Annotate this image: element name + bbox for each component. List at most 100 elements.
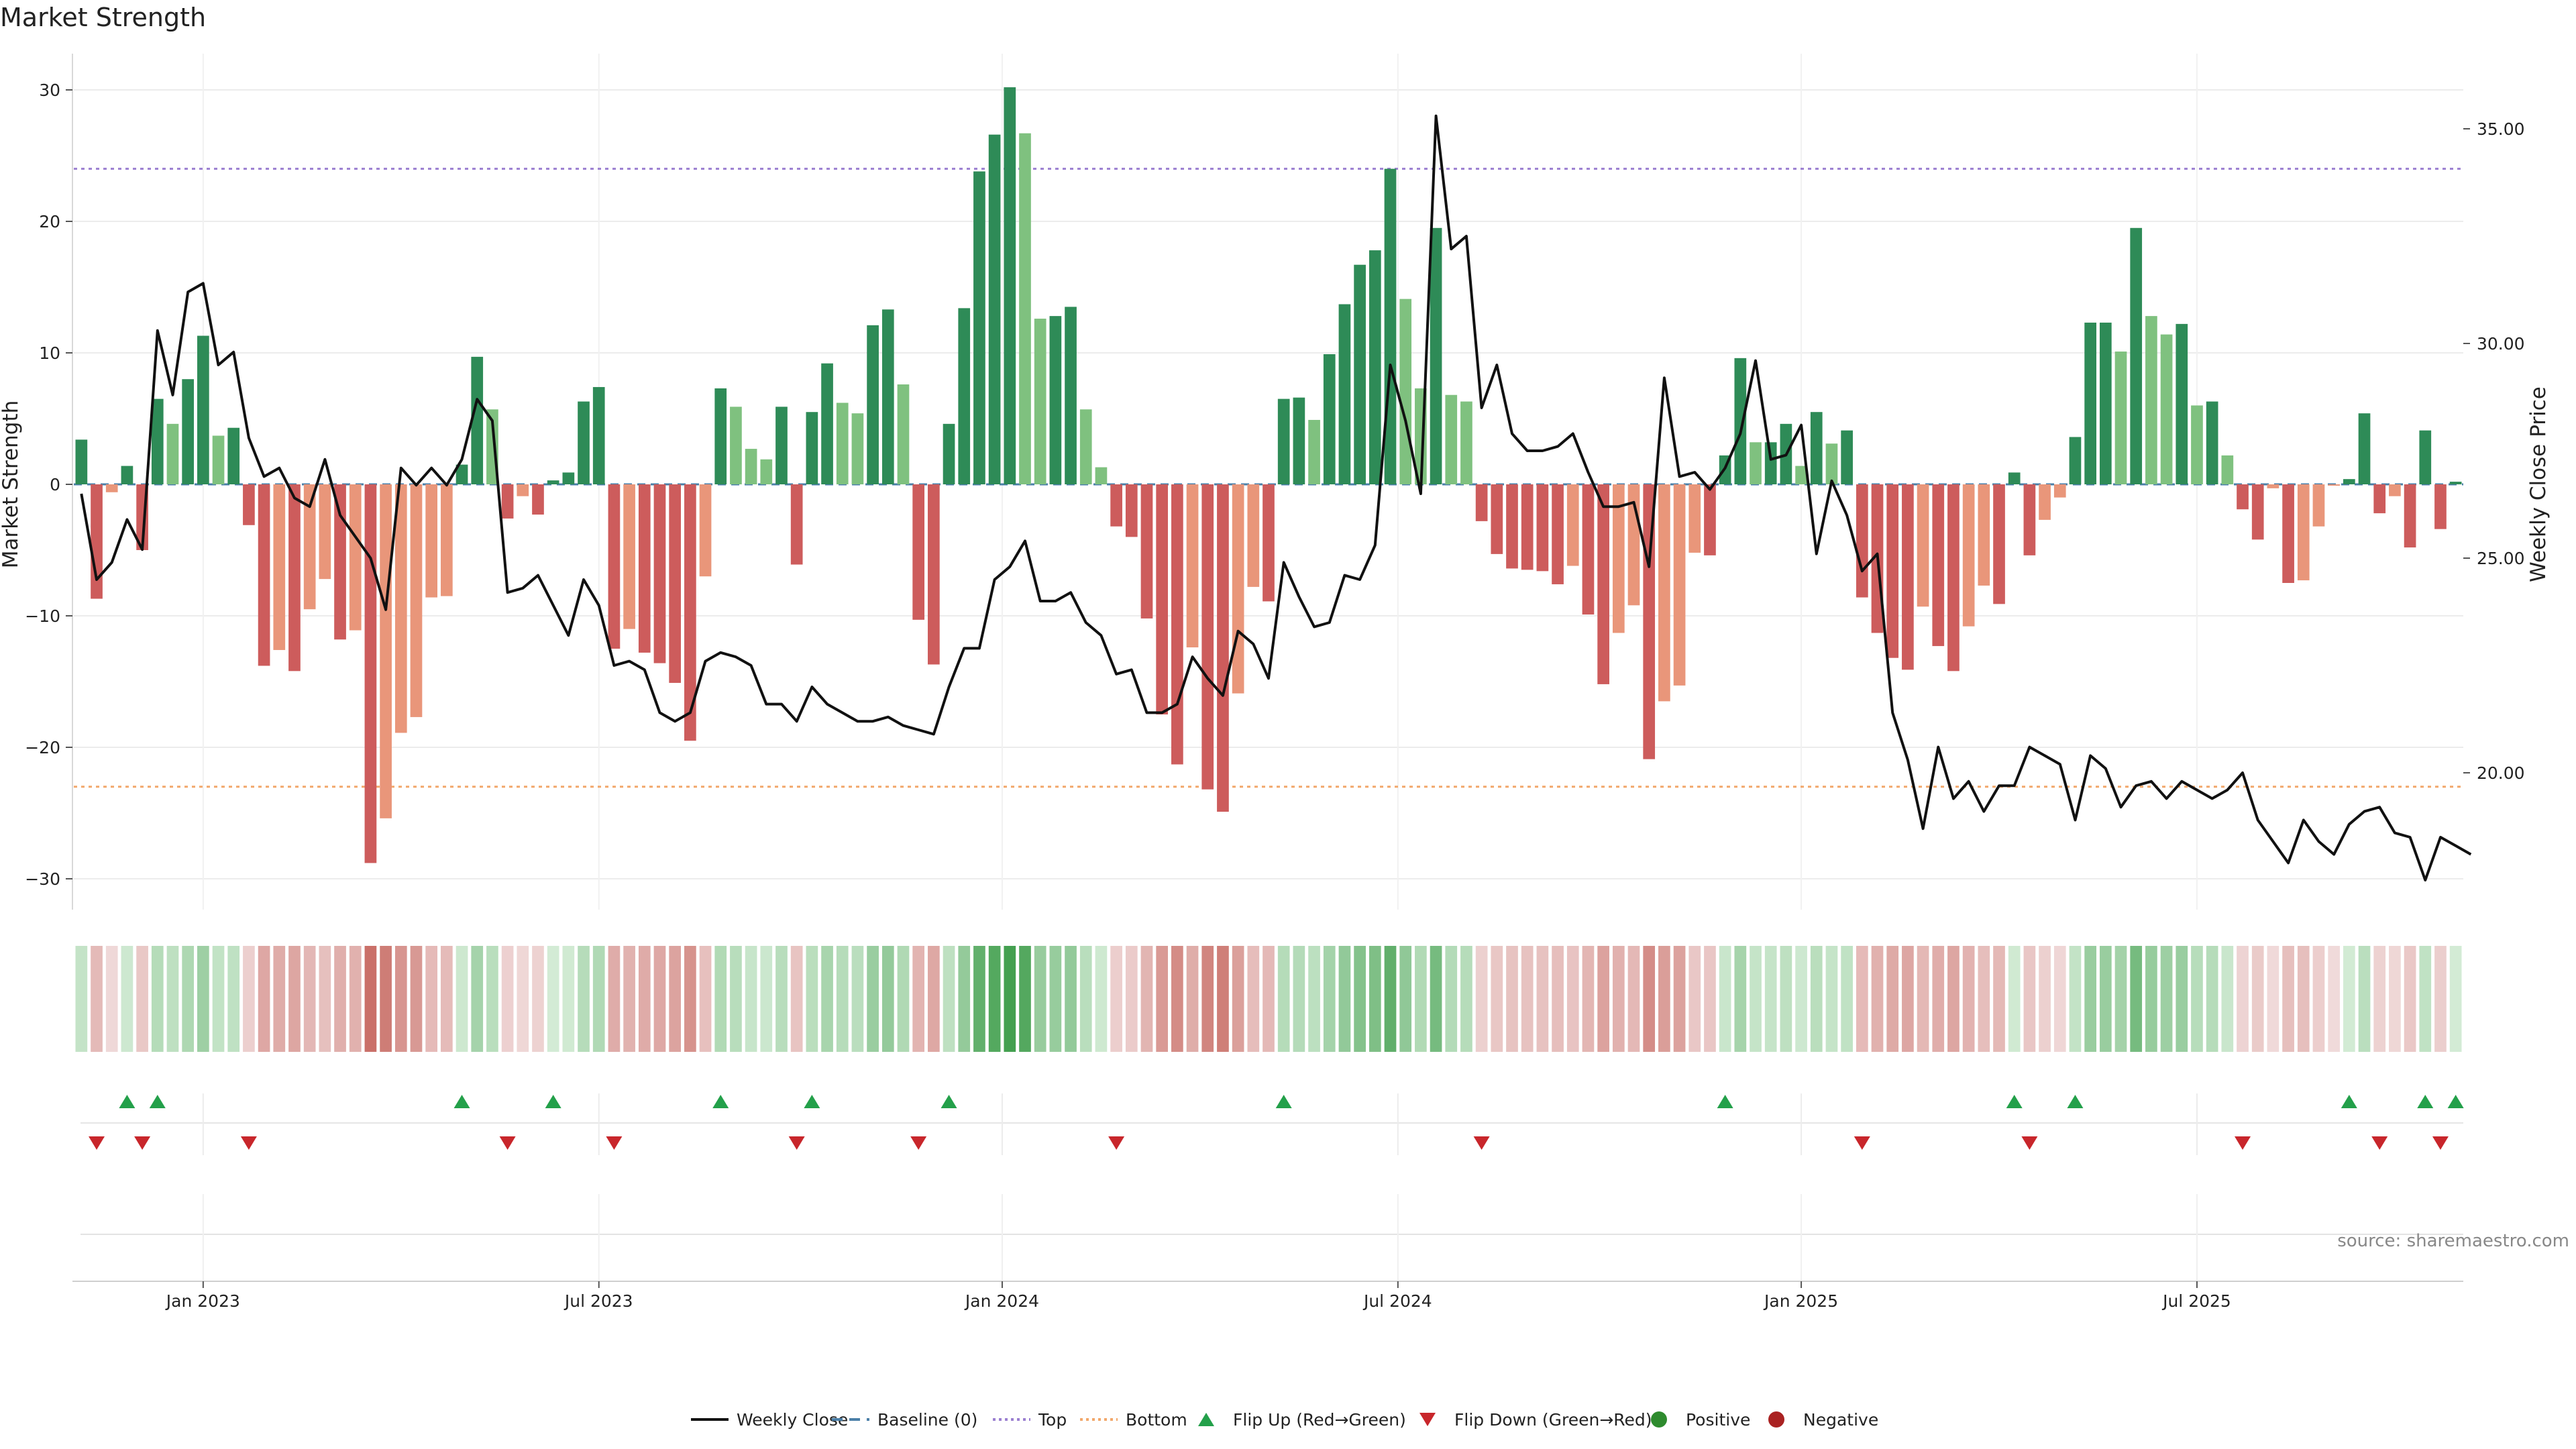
strength-bar-146 [2297, 484, 2310, 581]
strength-bar-83 [1338, 304, 1351, 484]
strength-bar-113 [1795, 466, 1807, 484]
heat-cell-33 [578, 946, 590, 1052]
heat-cell-89 [1430, 946, 1442, 1052]
strength-bar-36 [623, 484, 635, 629]
heat-cell-80 [1293, 946, 1305, 1052]
flip-down-marker-2 [240, 1136, 257, 1150]
heat-cell-74 [1201, 946, 1214, 1052]
heat-cell-6 [166, 946, 179, 1052]
strength-bar-31 [547, 480, 559, 484]
heat-cell-143 [2251, 946, 2264, 1052]
legend-label-1: Baseline (0) [877, 1410, 977, 1430]
flip-down-marker-7 [1108, 1136, 1125, 1150]
strength-bar-140 [2206, 401, 2218, 484]
heat-cell-140 [2206, 946, 2218, 1052]
heat-cell-56 [928, 946, 940, 1052]
heat-cell-104 [1658, 946, 1670, 1052]
flip-up-marker-10 [2067, 1095, 2084, 1108]
strength-bar-148 [2328, 484, 2341, 486]
heat-cell-51 [851, 946, 864, 1052]
heat-cell-110 [1750, 946, 1762, 1052]
heat-cell-37 [638, 946, 651, 1052]
strength-bar-89 [1430, 227, 1442, 484]
strength-bar-16 [319, 484, 331, 580]
flip-markers-panel [80, 1093, 2464, 1155]
heat-cell-68 [1110, 946, 1122, 1052]
heat-cell-135 [2130, 946, 2143, 1052]
legend-item-0: Weekly Close [691, 1410, 848, 1430]
legend-item-7: Negative [1768, 1410, 1878, 1430]
flip-down-marker-10 [2021, 1136, 2038, 1150]
heat-cell-136 [2145, 946, 2157, 1052]
strength-bar-19 [364, 484, 377, 863]
flip-up-marker-6 [941, 1095, 957, 1108]
strength-bar-59 [973, 171, 985, 484]
strength-bar-28 [501, 484, 514, 519]
strength-bar-135 [2130, 227, 2143, 484]
flip-up-marker-5 [804, 1095, 820, 1108]
heat-cell-112 [1780, 946, 1792, 1052]
heat-cell-129 [2039, 946, 2051, 1052]
strength-bar-76 [1232, 484, 1244, 694]
strength-bar-62 [1019, 133, 1031, 484]
strength-bar-86 [1384, 168, 1397, 484]
heat-cell-85 [1368, 946, 1381, 1052]
heat-cell-67 [1095, 946, 1108, 1052]
strength-bar-98 [1566, 484, 1579, 566]
strength-bar-155 [2434, 484, 2447, 529]
flip-up-marker-13 [2447, 1095, 2464, 1108]
legend: Weekly Close Baseline (0) Top Bottom Flip Up… [691, 1410, 1878, 1430]
heat-cell-21 [394, 946, 407, 1052]
heat-cell-98 [1566, 946, 1579, 1052]
strength-bar-26 [471, 356, 484, 484]
strength-bar-29 [517, 484, 529, 496]
heat-cell-150 [2358, 946, 2371, 1052]
strength-bar-38 [653, 484, 666, 663]
heat-cell-120 [1902, 946, 1914, 1052]
heat-cell-11 [243, 946, 255, 1052]
strength-bar-138 [2176, 323, 2188, 484]
strength-bar-57 [943, 423, 955, 484]
heat-cell-53 [881, 946, 894, 1052]
heat-cell-18 [349, 946, 362, 1052]
strength-bar-9 [212, 435, 225, 484]
strength-bar-24 [441, 484, 453, 596]
flip-up-marker-7 [1275, 1095, 1292, 1108]
heat-cell-146 [2297, 946, 2310, 1052]
strength-bar-91 [1460, 401, 1472, 484]
strength-bar-120 [1902, 484, 1914, 670]
strength-bar-152 [2389, 484, 2401, 496]
strength-bar-142 [2237, 484, 2249, 510]
heat-cell-34 [592, 946, 605, 1052]
lower-panel [80, 1194, 2463, 1281]
heat-cell-23 [425, 946, 438, 1052]
heat-cell-117 [1856, 946, 1868, 1052]
strength-bar-10 [227, 427, 240, 484]
heat-cell-69 [1125, 946, 1138, 1052]
strength-bar-131 [2069, 437, 2082, 484]
x-axis: Jan 2023 Jul 2023 Jan 2024 Jul 2024 Jan 2025… [72, 1281, 2463, 1311]
heat-cell-0 [75, 946, 88, 1052]
legend-label-4: Flip Up (Red→Green) [1233, 1410, 1406, 1430]
legend-swatch-7 [1768, 1411, 1784, 1428]
strength-bar-44 [745, 449, 757, 484]
heat-cell-45 [760, 946, 773, 1052]
heat-cell-12 [258, 946, 270, 1052]
heat-cell-124 [1962, 946, 1975, 1052]
strength-bar-41 [699, 484, 712, 577]
strength-bar-32 [562, 472, 575, 484]
strength-bar-51 [851, 413, 864, 484]
flip-up-marker-8 [1717, 1095, 1733, 1108]
strength-bar-47 [790, 484, 803, 565]
strength-bar-106 [1688, 484, 1701, 553]
heat-cell-138 [2176, 946, 2188, 1052]
heat-cell-101 [1612, 946, 1625, 1052]
strength-bar-90 [1445, 394, 1458, 484]
strength-bar-134 [2114, 352, 2127, 484]
strength-bar-143 [2251, 484, 2264, 540]
strength-bar-75 [1217, 484, 1229, 812]
legend-label-3: Bottom [1126, 1410, 1187, 1430]
strength-bar-107 [1704, 484, 1716, 555]
y2-tick-label-1: 25.00 [2477, 549, 2525, 568]
strength-bar-67 [1095, 467, 1108, 484]
